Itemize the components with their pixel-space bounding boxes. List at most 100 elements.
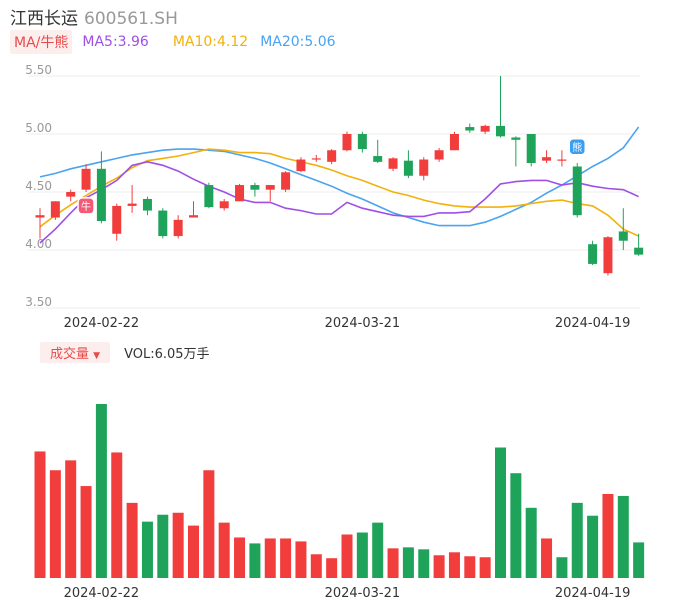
y-tick-label: 3.50 xyxy=(25,295,52,309)
volume-chart[interactable]: 2024-02-22 2024-03-21 2024-04-19 xyxy=(0,366,686,606)
y-tick-label: 4.50 xyxy=(25,179,52,193)
volume-toggle-label: 成交量 xyxy=(50,346,90,362)
volume-bar xyxy=(188,525,199,578)
candle xyxy=(35,208,45,239)
candle-body xyxy=(434,150,444,160)
candle xyxy=(142,196,152,216)
volume-bar xyxy=(402,547,414,578)
volume-bar xyxy=(464,556,476,578)
candle xyxy=(173,215,183,239)
candle xyxy=(403,150,413,179)
volume-bar xyxy=(295,541,307,578)
candle xyxy=(158,208,168,239)
candle-body xyxy=(296,159,306,172)
candle-body xyxy=(526,134,536,163)
volume-bar xyxy=(264,538,276,578)
candle-body xyxy=(618,231,628,241)
candle-body xyxy=(542,157,552,161)
ma20-line xyxy=(39,126,640,227)
candle xyxy=(112,203,122,241)
candle-body xyxy=(634,247,644,255)
candle xyxy=(357,131,367,153)
candle xyxy=(342,131,352,152)
x-tick-label: 2024-04-19 xyxy=(555,316,631,331)
candle xyxy=(434,147,444,162)
volume-bar xyxy=(126,502,138,578)
volume-bar xyxy=(448,552,460,578)
volume-bar xyxy=(602,493,614,578)
volume-bar xyxy=(310,554,322,578)
volume-bar xyxy=(510,473,522,578)
x-tick-label: 2024-02-22 xyxy=(64,586,140,601)
candle-body xyxy=(572,166,582,216)
candle-body xyxy=(50,201,60,218)
ma-legend: MA/牛熊 MA5:3.96 MA10:4.12 MA20:5.06 xyxy=(10,30,336,54)
volume-bar xyxy=(157,514,169,578)
volume-bar xyxy=(65,460,77,578)
candle xyxy=(419,157,429,181)
candle-body xyxy=(419,159,429,176)
ma5-line xyxy=(39,160,639,244)
volume-toggle-button[interactable]: 成交量 ▼ xyxy=(40,341,111,363)
volume-value: VOL:6.05万手 xyxy=(124,346,210,362)
candle xyxy=(618,208,628,250)
y-tick-label: 4.00 xyxy=(25,237,52,251)
candle-body xyxy=(81,168,91,190)
candle xyxy=(311,154,321,162)
volume-bar xyxy=(141,521,153,578)
candle xyxy=(204,182,214,209)
candle xyxy=(281,171,291,192)
volume-legend: 成交量 ▼ VOL:6.05万手 xyxy=(40,341,210,363)
volume-bar xyxy=(356,532,368,578)
candle xyxy=(250,182,260,197)
candle xyxy=(189,201,198,218)
bear-marker-icon-label: 熊 xyxy=(572,141,582,154)
x-tick-label: 2024-03-21 xyxy=(325,316,401,331)
candle-body xyxy=(112,205,122,234)
y-tick-label: 5.00 xyxy=(25,121,52,135)
candle-body xyxy=(204,185,214,208)
candle xyxy=(66,189,76,202)
candle xyxy=(327,149,337,165)
chevron-down-icon: ▼ xyxy=(93,350,101,361)
candle xyxy=(634,233,644,256)
x-tick-label: 2024-04-19 xyxy=(555,586,631,601)
candle-body xyxy=(511,137,521,140)
stock-name: 江西长运 xyxy=(10,9,78,29)
volume-bar xyxy=(95,404,107,578)
volume-bar xyxy=(249,543,261,578)
candle xyxy=(603,236,613,276)
candle-body xyxy=(265,185,275,190)
volume-bar xyxy=(418,549,430,578)
candle-body xyxy=(219,201,229,209)
candle xyxy=(235,183,245,202)
ma5-legend: MA5:3.96 xyxy=(82,34,149,50)
ma-toggle-button[interactable]: MA/牛熊 xyxy=(10,30,73,54)
volume-bar xyxy=(80,486,92,578)
candle-body xyxy=(557,159,567,161)
volume-bar xyxy=(280,538,292,578)
candle-body xyxy=(373,156,383,162)
candle-body xyxy=(173,219,183,237)
volume-bar xyxy=(34,451,46,578)
ma10-legend: MA10:4.12 xyxy=(172,34,249,50)
candle xyxy=(449,131,459,151)
volume-bar xyxy=(372,522,384,578)
candle xyxy=(542,150,552,163)
candle-body xyxy=(403,160,413,176)
bull-marker-icon-label: 牛 xyxy=(81,200,91,213)
candle xyxy=(496,76,505,138)
candle xyxy=(265,185,275,202)
volume-bar xyxy=(49,470,61,578)
volume-bar xyxy=(633,542,645,578)
candle-body xyxy=(235,185,245,202)
candle-body xyxy=(189,215,198,218)
bear-marker-icon: 熊 xyxy=(568,138,586,156)
price-chart[interactable]: 5.50 5.00 4.50 4.00 3.50 2024-02-22 2024-03-21… xyxy=(0,0,686,340)
candle xyxy=(96,151,106,224)
candle xyxy=(81,164,91,192)
volume-bar xyxy=(617,495,629,578)
volume-bar xyxy=(234,537,246,578)
candle xyxy=(50,201,60,220)
candle-body xyxy=(250,185,260,190)
